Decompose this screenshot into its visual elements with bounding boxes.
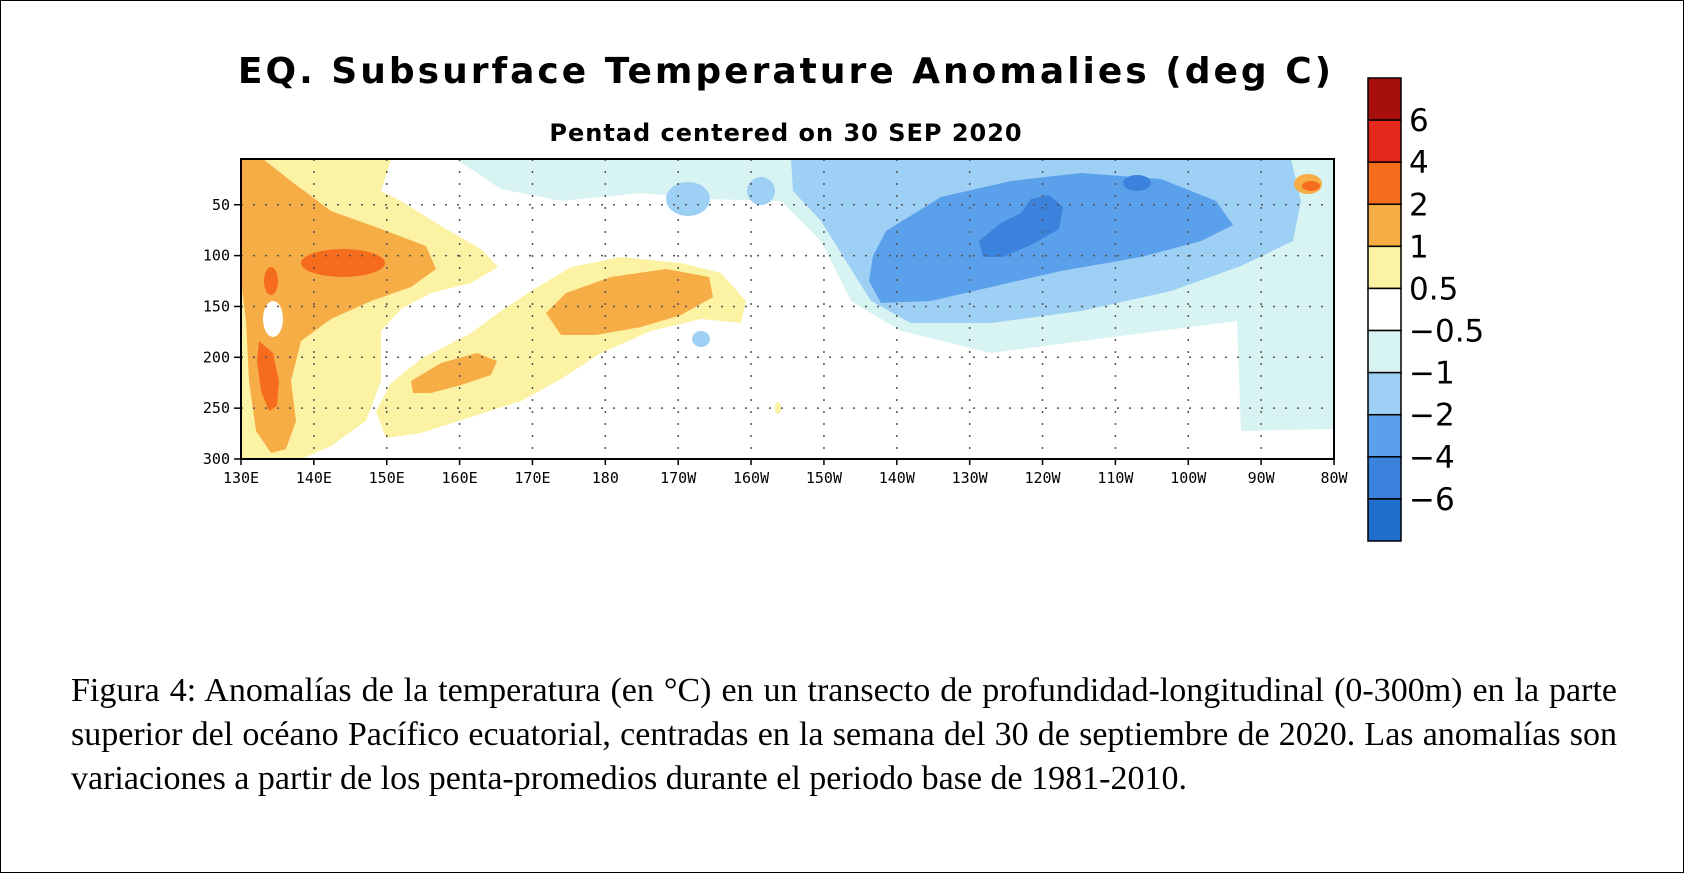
colorbar-swatch [1367, 119, 1402, 163]
colorbar-swatch [1367, 456, 1402, 500]
y-tick-label: 150 [203, 297, 230, 315]
colorbar-swatch [1367, 77, 1402, 121]
colorbar: 6 4 2 1 0.5 −0.5 −1 −2 −4 −6 [1367, 77, 1484, 542]
y-axis: 50 100 150 200 250 300 [203, 196, 241, 468]
y-tick-label: 50 [212, 196, 230, 214]
x-tick-label: 170E [514, 469, 550, 487]
colorbar-swatch [1367, 287, 1402, 332]
x-tick-label: 110W [1097, 469, 1134, 487]
colorbar-label: 4 [1409, 145, 1429, 181]
x-tick-label: 170W [660, 469, 697, 487]
anomaly-neg-4 [979, 175, 1151, 257]
colorbar-swatch [1367, 203, 1402, 248]
chart-subtitle: Pentad centered on 30 SEP 2020 [549, 119, 1022, 147]
x-tick-label: 140W [879, 469, 916, 487]
colorbar-label: 2 [1409, 187, 1429, 223]
y-tick-label: 100 [203, 247, 230, 265]
x-tick-label: 80W [1320, 469, 1348, 487]
colorbar-swatch [1367, 161, 1402, 206]
anomaly-pos-2 [257, 181, 1320, 411]
x-tick-label: 90W [1248, 469, 1276, 487]
chart-title: EQ. Subsurface Temperature Anomalies (de… [238, 51, 1334, 92]
colorbar-label: −2 [1409, 398, 1455, 434]
x-tick-label: 120W [1024, 469, 1061, 487]
x-tick-label: 130E [223, 469, 259, 487]
plot-frame [240, 158, 1335, 460]
x-tick-label: 140E [296, 469, 332, 487]
colorbar-label: 1 [1409, 229, 1429, 265]
plot-area [241, 159, 1334, 459]
colorbar-swatch [1367, 371, 1402, 416]
grid-lines [241, 159, 1334, 459]
x-tick-label: 130W [952, 469, 989, 487]
colorbar-label: −1 [1409, 356, 1455, 392]
colorbar-label: −0.5 [1409, 314, 1484, 350]
x-axis: 130E 140E 150E 160E 170E 180 170W 160W 150W 140W 1… [223, 459, 1349, 487]
colorbar-label: −6 [1409, 482, 1455, 518]
y-tick-label: 200 [203, 348, 230, 366]
x-tick-label: 150E [369, 469, 405, 487]
figure-caption: Figura 4: Anomalías de la temperatura (e… [71, 672, 1617, 797]
colorbar-swatch [1367, 245, 1402, 290]
anomaly-neutral-spot [263, 301, 283, 337]
colorbar-swatch [1367, 329, 1402, 374]
colorbar-label: 0.5 [1409, 271, 1458, 307]
x-tick-label: 150W [806, 469, 843, 487]
x-tick-label: 160E [442, 469, 478, 487]
colorbar-swatch [1367, 498, 1402, 542]
colorbar-swatch [1367, 413, 1402, 458]
x-tick-label: 100W [1170, 469, 1207, 487]
colorbar-label: 6 [1409, 103, 1429, 139]
y-tick-label: 300 [203, 450, 230, 468]
x-tick-label: 180 [592, 469, 619, 487]
colorbar-label: −4 [1409, 440, 1455, 476]
x-tick-label: 160W [733, 469, 770, 487]
y-tick-label: 250 [203, 399, 230, 417]
